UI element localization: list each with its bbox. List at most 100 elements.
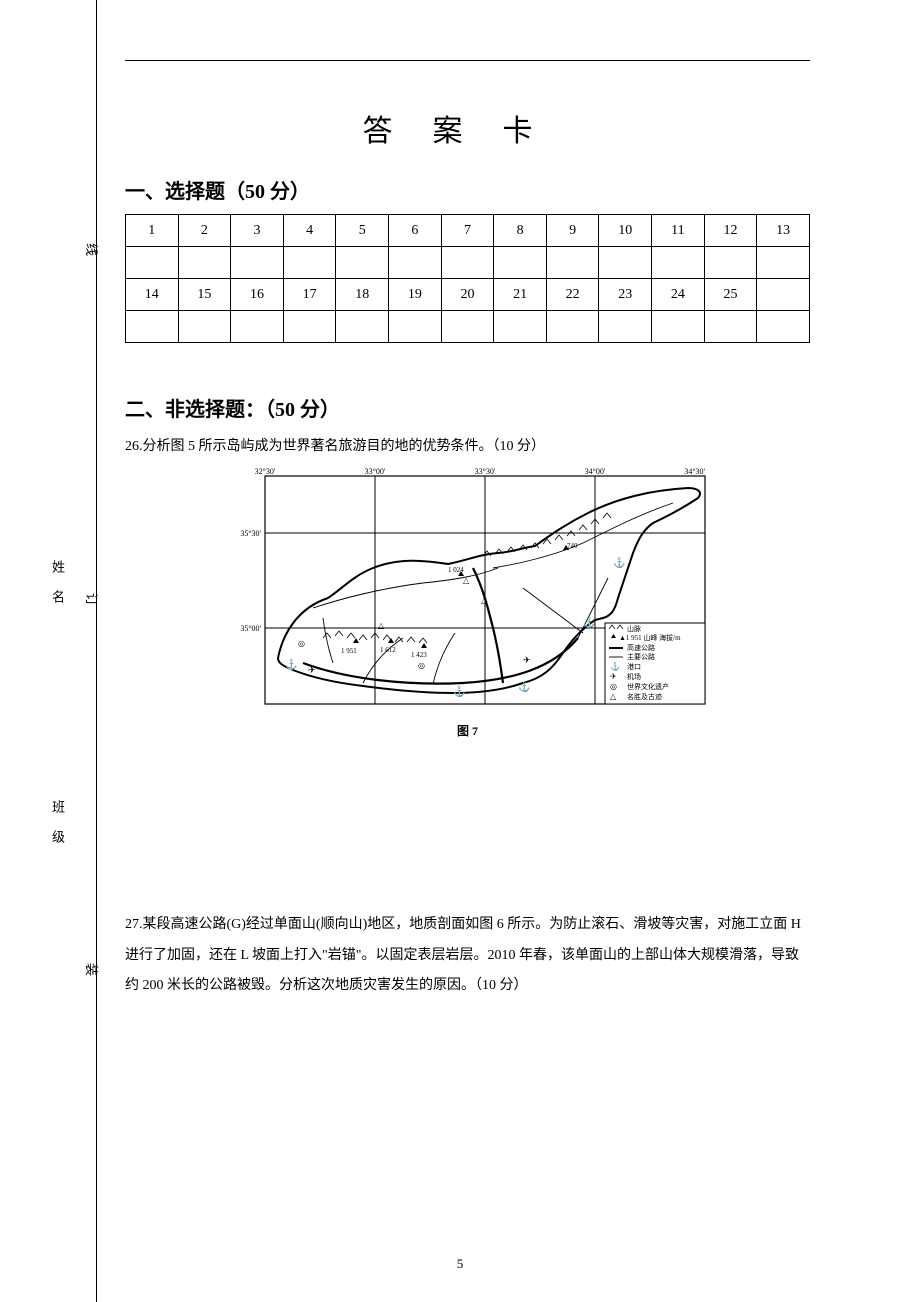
table-cell[interactable]: [757, 311, 810, 343]
table-cell: 22: [546, 279, 599, 311]
svg-text:◎: ◎: [298, 639, 305, 648]
svg-text:◎: ◎: [418, 661, 425, 670]
answer-table: 1 2 3 4 5 6 7 8 9 10 11 12 13: [125, 214, 810, 343]
table-row: 14 15 16 17 18 19 20 21 22 23 24 25: [126, 279, 810, 311]
svg-text:△: △: [610, 692, 617, 701]
table-cell: 21: [494, 279, 547, 311]
table-cell[interactable]: [652, 247, 705, 279]
table-cell: 4: [283, 215, 336, 247]
table-row: [126, 247, 810, 279]
table-cell[interactable]: [283, 311, 336, 343]
table-cell: 20: [441, 279, 494, 311]
svg-text:✈: ✈: [308, 665, 316, 675]
svg-text:△: △: [378, 621, 385, 630]
svg-text:▲1 951 山峰 海拔/m: ▲1 951 山峰 海拔/m: [619, 633, 681, 642]
table-cell: 1: [126, 215, 179, 247]
table-cell[interactable]: [652, 311, 705, 343]
table-cell[interactable]: [283, 247, 336, 279]
section2-header: 二、非选择题：（50 分）: [125, 393, 810, 422]
page-content: 答案卡 一、选择题（50 分） 1 2 3 4 5 6 7 8 9 10 11 …: [0, 0, 920, 1067]
table-cell: 10: [599, 215, 652, 247]
table-cell: 6: [389, 215, 442, 247]
table-cell: 2: [178, 215, 231, 247]
svg-text:主要公路: 主要公路: [627, 652, 655, 661]
table-cell[interactable]: [757, 247, 810, 279]
svg-text:1 024: 1 024: [448, 566, 464, 574]
table-cell: 19: [389, 279, 442, 311]
svg-text:名胜及古迹: 名胜及古迹: [627, 692, 662, 701]
svg-text:33°30': 33°30': [474, 468, 495, 476]
table-cell[interactable]: [389, 311, 442, 343]
svg-text:✈: ✈: [610, 672, 617, 681]
svg-text:35°30': 35°30': [240, 529, 261, 538]
table-cell[interactable]: [178, 247, 231, 279]
svg-text:港口: 港口: [627, 662, 641, 671]
table-cell: 8: [494, 215, 547, 247]
table-cell[interactable]: [231, 311, 284, 343]
map-svg: 32°30' 33°00' 33°30' 34°00' 34°30' 35°30…: [223, 468, 713, 718]
table-cell[interactable]: [704, 247, 757, 279]
svg-text:1 423: 1 423: [411, 651, 427, 659]
table-cell[interactable]: [441, 247, 494, 279]
table-cell: 11: [652, 215, 705, 247]
table-cell: 23: [599, 279, 652, 311]
svg-text:⚓: ⚓: [285, 658, 297, 671]
svg-text:35°00': 35°00': [240, 624, 261, 633]
svg-text:高速公路: 高速公路: [627, 643, 655, 652]
table-cell: 17: [283, 279, 336, 311]
table-cell[interactable]: [231, 247, 284, 279]
svg-text:◎: ◎: [610, 682, 617, 691]
table-row: 1 2 3 4 5 6 7 8 9 10 11 12 13: [126, 215, 810, 247]
svg-text:△: △: [463, 576, 470, 585]
svg-text:⚓: ⚓: [610, 661, 620, 671]
table-cell[interactable]: [441, 311, 494, 343]
table-cell: 9: [546, 215, 599, 247]
table-cell: 12: [704, 215, 757, 247]
page-number: 5: [0, 1256, 920, 1272]
table-cell[interactable]: [178, 311, 231, 343]
svg-text:34°00': 34°00': [584, 468, 605, 476]
table-cell: [757, 279, 810, 311]
figure-7-wrapper: 32°30' 33°00' 33°30' 34°00' 34°30' 35°30…: [125, 468, 810, 740]
table-cell: 5: [336, 215, 389, 247]
table-cell[interactable]: [546, 247, 599, 279]
table-cell[interactable]: [126, 247, 179, 279]
svg-text:山脉: 山脉: [627, 624, 641, 633]
question-27-text: 27.某段高速公路(G)经过单面山(顺向山)地区，地质剖面如图 6 所示。为防止…: [125, 910, 810, 1002]
table-row: [126, 311, 810, 343]
table-cell: 16: [231, 279, 284, 311]
table-cell: 3: [231, 215, 284, 247]
table-cell[interactable]: [494, 247, 547, 279]
section1-header: 一、选择题（50 分）: [125, 175, 810, 204]
table-cell[interactable]: [494, 311, 547, 343]
table-cell[interactable]: [546, 311, 599, 343]
figure-caption: 图 7: [223, 722, 713, 739]
svg-text:1 951: 1 951: [341, 647, 357, 655]
table-cell[interactable]: [336, 247, 389, 279]
page-title: 答案卡: [125, 106, 810, 150]
top-horizontal-rule: [125, 60, 810, 61]
table-cell: 24: [652, 279, 705, 311]
table-cell[interactable]: [336, 311, 389, 343]
svg-text:⚓: ⚓: [583, 616, 595, 629]
table-cell: 14: [126, 279, 179, 311]
table-cell: 13: [757, 215, 810, 247]
table-cell[interactable]: [599, 247, 652, 279]
svg-text:机场: 机场: [627, 672, 641, 681]
table-cell: 25: [704, 279, 757, 311]
svg-text:34°30': 34°30': [684, 468, 705, 476]
table-cell[interactable]: [599, 311, 652, 343]
svg-text:33°00': 33°00': [364, 468, 385, 476]
table-cell: 7: [441, 215, 494, 247]
svg-text:⚓: ⚓: [518, 680, 530, 693]
table-cell[interactable]: [126, 311, 179, 343]
svg-text:△: △: [481, 596, 488, 605]
svg-text:⚓: ⚓: [613, 556, 625, 569]
table-cell: 15: [178, 279, 231, 311]
svg-text:⚓: ⚓: [453, 685, 465, 698]
table-cell[interactable]: [704, 311, 757, 343]
figure-7: 32°30' 33°00' 33°30' 34°00' 34°30' 35°30…: [223, 468, 713, 739]
svg-text:✈: ✈: [523, 655, 531, 665]
svg-text:32°30': 32°30': [254, 468, 275, 476]
table-cell[interactable]: [389, 247, 442, 279]
